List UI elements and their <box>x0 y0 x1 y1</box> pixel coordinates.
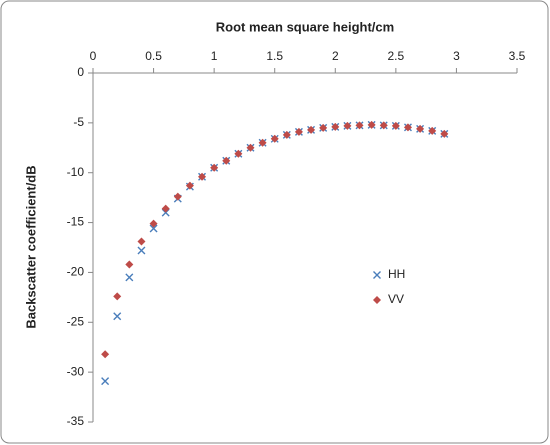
y-tick-label: -15 <box>67 215 85 229</box>
point <box>391 121 400 130</box>
point <box>125 260 134 269</box>
y-tick-label: -5 <box>73 115 84 129</box>
x-tick-label: 2.5 <box>388 49 405 63</box>
point <box>210 163 219 172</box>
y-tick-label: -30 <box>67 364 85 378</box>
point <box>125 273 134 282</box>
point <box>185 181 194 190</box>
point <box>173 192 182 201</box>
point <box>222 156 231 165</box>
point <box>137 237 146 246</box>
x-tick-label: 0 <box>90 49 97 63</box>
point <box>113 292 122 301</box>
x-tick-label: 3 <box>453 49 460 63</box>
point <box>137 246 146 255</box>
legend-marker <box>373 271 381 279</box>
x-tick-label: 3.5 <box>509 49 526 63</box>
point <box>319 123 328 132</box>
point <box>270 134 279 143</box>
y-axis-title: Backscatter coefficient/dB <box>23 165 38 328</box>
y-tick-label: -25 <box>67 314 85 328</box>
point <box>403 123 412 132</box>
y-tick-label: -10 <box>67 165 85 179</box>
x-tick-label: 1 <box>211 49 218 63</box>
point <box>149 219 158 228</box>
legend-label: VV <box>388 292 404 306</box>
point <box>101 350 110 359</box>
point <box>440 129 449 138</box>
point <box>246 143 255 152</box>
point <box>379 121 388 130</box>
point <box>355 121 364 130</box>
y-tick-label: -20 <box>67 265 85 279</box>
point <box>294 127 303 136</box>
point <box>307 125 316 134</box>
point <box>258 138 267 147</box>
point <box>234 149 243 158</box>
y-tick-label: -35 <box>67 414 85 428</box>
point <box>367 120 376 129</box>
point <box>416 124 425 133</box>
x-tick-label: 0.5 <box>145 49 162 63</box>
x-tick-label: 1.5 <box>266 49 283 63</box>
point <box>161 204 170 213</box>
point <box>428 126 437 135</box>
x-tick-label: 2 <box>332 49 339 63</box>
point <box>331 122 340 131</box>
point <box>101 377 110 386</box>
point <box>149 224 158 233</box>
legend-label: HH <box>388 267 405 281</box>
y-tick-label: 0 <box>77 65 84 79</box>
point <box>113 312 122 321</box>
legend-marker <box>373 296 381 304</box>
x-axis-title: Root mean square height/cm <box>216 19 394 34</box>
point <box>282 130 291 139</box>
point <box>343 121 352 130</box>
point <box>198 172 207 181</box>
